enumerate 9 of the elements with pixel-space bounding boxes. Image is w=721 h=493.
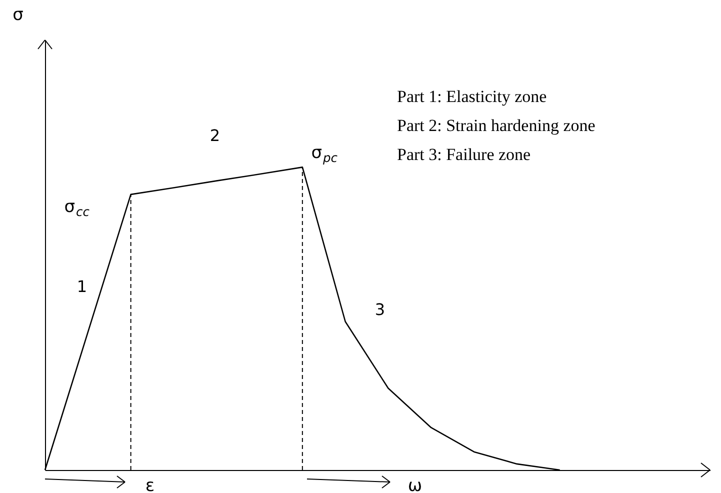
- annotation: Part 3: Failure zone: [397, 145, 531, 164]
- annotation: 3: [374, 300, 386, 319]
- y-axis-title: σ: [12, 5, 24, 25]
- text: ω: [408, 476, 422, 493]
- text: ε: [145, 476, 155, 493]
- annotation: Part 1: Elasticity zone: [397, 87, 547, 106]
- annotation: 2: [210, 126, 220, 145]
- annotation: Part 2: Strain hardening zone: [397, 116, 596, 135]
- annotation: 1: [76, 277, 88, 296]
